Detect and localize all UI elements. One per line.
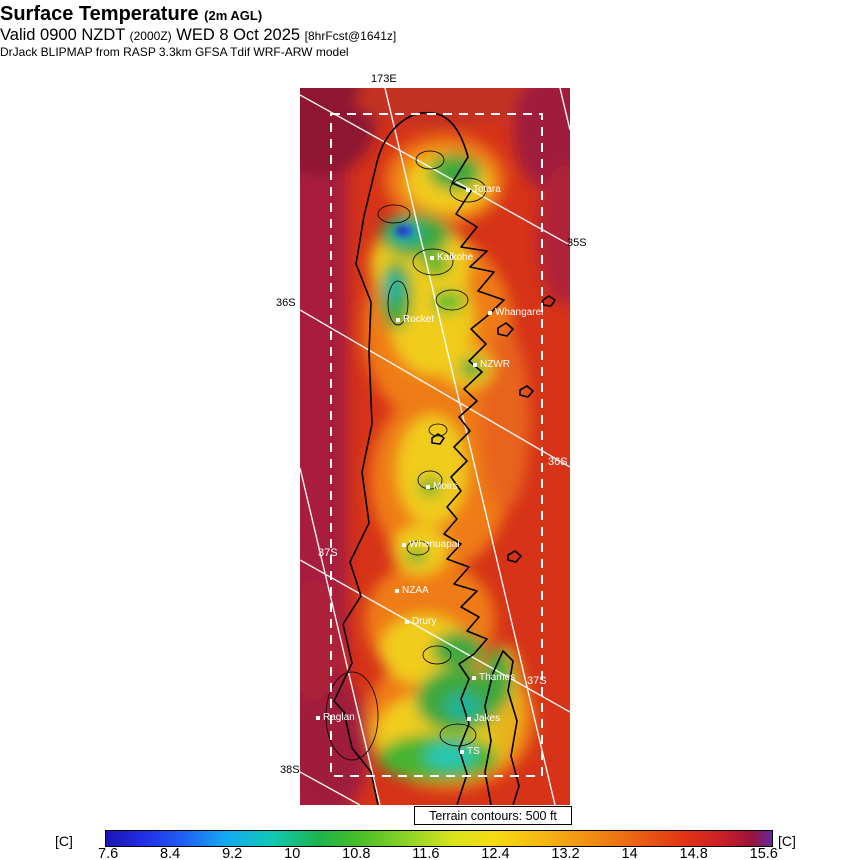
colorbar-tick: 8.4 [160, 846, 181, 860]
colorbar-tick: 9.2 [222, 846, 243, 860]
place-marker-dot [467, 717, 471, 721]
place-label-whangarei: Whangarei [488, 308, 543, 318]
colorbar-tick: 11.6 [412, 846, 440, 860]
colorbar-ticks: 7.6 8.4 9.2 10 10.8 11.6 12.4 13.2 14 14.8 15.6 [98, 846, 778, 860]
terrain-contour-lines [325, 150, 487, 761]
place-marker-dot [473, 363, 477, 367]
lat-label-36s-right: 36S [548, 456, 568, 468]
lat-label-37s-left: 37S [318, 547, 338, 559]
place-label-jakes: Jakes [467, 714, 500, 724]
lat-label-38s-left: 38S [280, 764, 300, 776]
temperature-field [300, 88, 570, 805]
place-label-drury: Drury [405, 617, 436, 627]
lat-lon-graticule [300, 88, 570, 805]
place-label-nzaa: NZAA [395, 586, 429, 596]
lat-label-36s-left: 36S [276, 297, 296, 309]
place-label-rocket: Rocket [396, 315, 434, 325]
model-domain-boundary [330, 113, 543, 777]
place-label-totara: Totara [466, 185, 501, 195]
place-marker-dot [402, 543, 406, 547]
header-title-line: Surface Temperature (2m AGL) [0, 3, 850, 26]
place-marker-dot [405, 620, 409, 624]
place-marker-dot [430, 256, 434, 260]
place-label-raglan: Raglan [316, 713, 355, 723]
colorbar-tick: 13.2 [551, 846, 580, 860]
place-marker-dot [460, 750, 464, 754]
page-title: Surface Temperature [0, 3, 199, 25]
place-label-kaikohe: Kaikohe [430, 253, 473, 263]
colorbar-tick: 7.6 [98, 846, 119, 860]
terrain-contours-note: Terrain contours: 500 ft [414, 806, 572, 825]
place-marker-dot [426, 485, 430, 489]
colorbar-tick: 10 [284, 846, 301, 860]
lat-label-35s-right: 35S [567, 237, 587, 249]
place-label-ts: TS [460, 747, 480, 757]
place-marker-dot [472, 676, 476, 680]
valid-date: WED 8 Oct 2025 [176, 26, 301, 44]
place-marker-dot [316, 716, 320, 720]
page-title-suffix: (2m AGL) [204, 8, 263, 23]
colorbar-tick: 10.8 [342, 846, 371, 860]
colorbar-tick: 14.8 [679, 846, 708, 860]
valid-prefix: Valid 0900 NZDT [0, 26, 126, 44]
valid-zulu: (2000Z) [129, 29, 172, 43]
place-marker-dot [466, 188, 470, 192]
coastline [333, 111, 556, 805]
model-line: DrJack BLIPMAP from RASP 3.3km GFSA Tdif… [0, 45, 349, 59]
place-label-moirs: Moirs [426, 482, 457, 492]
colorbar-unit-right: [C] [778, 833, 796, 849]
place-label-thames: Thames [472, 673, 515, 683]
place-label-nzwr: NZWR [473, 360, 510, 370]
colorbar-tick: 15.6 [749, 846, 778, 860]
colorbar-unit-left: [C] [55, 833, 73, 849]
valid-fcst: [8hrFcst@1641z] [304, 29, 397, 43]
place-label-whenuapai: Whenuapai [402, 540, 460, 550]
lon-label-173e: 173E [371, 73, 397, 85]
place-marker-dot [395, 589, 399, 593]
colorbar-tick: 14 [621, 846, 638, 860]
colorbar-gradient [105, 830, 773, 847]
colorbar-tick: 12.4 [481, 846, 510, 860]
place-marker-dot [396, 318, 400, 322]
lat-label-37s-right: 37S [527, 675, 547, 687]
valid-time-line: Valid 0900 NZDT (2000Z) WED 8 Oct 2025 [… [0, 26, 850, 45]
place-marker-dot [488, 311, 492, 315]
